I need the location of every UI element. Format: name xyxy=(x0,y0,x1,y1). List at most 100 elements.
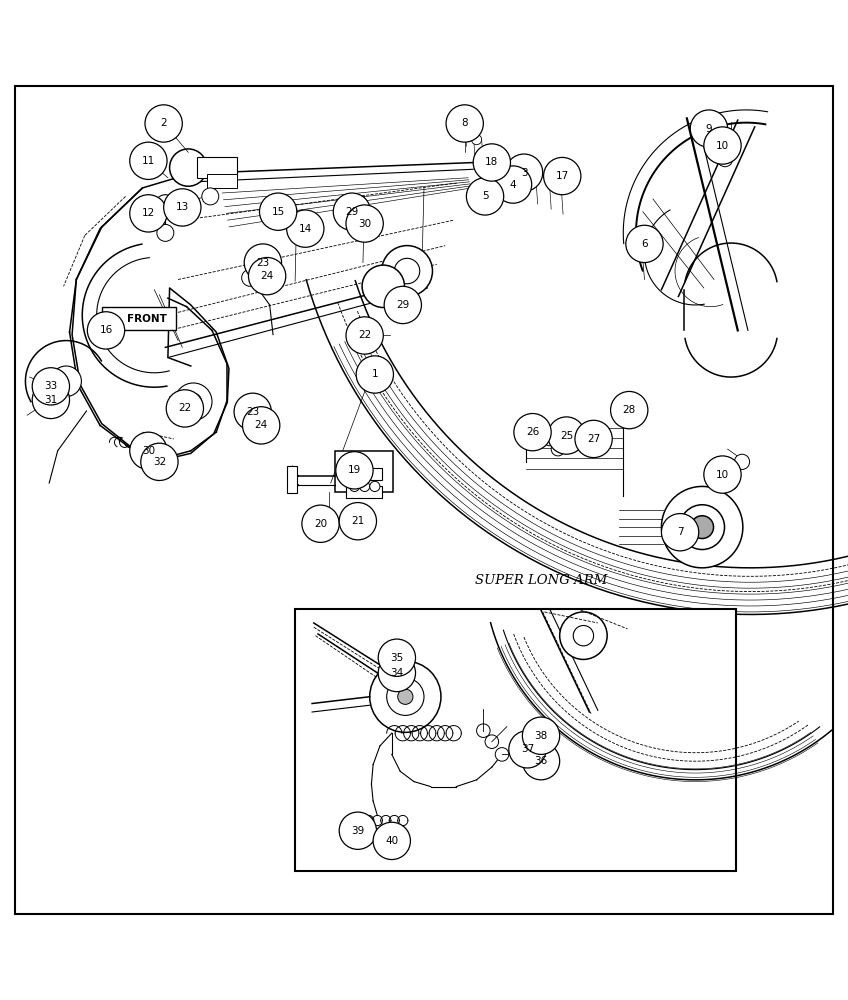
Circle shape xyxy=(485,735,499,748)
Circle shape xyxy=(473,144,510,181)
Circle shape xyxy=(358,826,371,840)
Circle shape xyxy=(243,407,280,444)
Text: 31: 31 xyxy=(44,395,58,405)
Circle shape xyxy=(360,481,370,492)
Circle shape xyxy=(248,257,286,295)
Circle shape xyxy=(691,516,713,539)
Circle shape xyxy=(460,126,470,136)
Circle shape xyxy=(690,110,728,147)
Circle shape xyxy=(543,432,556,446)
Circle shape xyxy=(155,195,176,215)
Text: 9: 9 xyxy=(706,124,712,134)
Text: 19: 19 xyxy=(348,465,361,475)
Circle shape xyxy=(234,393,271,430)
Circle shape xyxy=(514,414,551,451)
Text: 7: 7 xyxy=(677,527,683,537)
Text: 4: 4 xyxy=(510,180,516,190)
Text: 24: 24 xyxy=(260,271,274,281)
Text: 20: 20 xyxy=(314,519,327,529)
Circle shape xyxy=(170,149,207,186)
Text: 34: 34 xyxy=(390,668,404,678)
Circle shape xyxy=(509,731,546,768)
Text: 27: 27 xyxy=(587,434,600,444)
Text: 10: 10 xyxy=(716,141,729,151)
Circle shape xyxy=(544,157,581,195)
Circle shape xyxy=(175,383,212,420)
Circle shape xyxy=(346,317,383,354)
Circle shape xyxy=(202,188,219,205)
Circle shape xyxy=(704,127,741,164)
Text: 22: 22 xyxy=(358,330,371,340)
Bar xyxy=(335,451,393,492)
Circle shape xyxy=(164,189,201,226)
Text: 26: 26 xyxy=(526,427,539,437)
Text: 39: 39 xyxy=(351,826,365,836)
Text: 11: 11 xyxy=(142,156,155,166)
Text: FRONT: FRONT xyxy=(126,314,167,324)
Circle shape xyxy=(259,193,297,230)
Circle shape xyxy=(680,505,724,550)
Bar xyxy=(207,174,237,188)
Circle shape xyxy=(378,639,416,676)
Text: 1: 1 xyxy=(371,369,378,379)
Circle shape xyxy=(32,368,70,405)
Circle shape xyxy=(382,246,432,296)
Text: 30: 30 xyxy=(358,219,371,229)
Text: 21: 21 xyxy=(351,516,365,526)
Circle shape xyxy=(356,356,393,393)
Bar xyxy=(102,307,176,330)
Circle shape xyxy=(185,393,202,410)
Text: 18: 18 xyxy=(485,157,499,167)
Circle shape xyxy=(362,265,404,308)
Circle shape xyxy=(333,193,371,230)
Bar xyxy=(287,466,297,493)
Circle shape xyxy=(661,514,699,551)
Text: 35: 35 xyxy=(390,653,404,663)
Circle shape xyxy=(141,443,178,480)
Text: 6: 6 xyxy=(641,239,648,249)
Circle shape xyxy=(706,135,722,151)
Text: 16: 16 xyxy=(99,325,113,335)
Circle shape xyxy=(611,391,648,429)
Circle shape xyxy=(302,505,339,542)
Bar xyxy=(346,486,382,498)
Circle shape xyxy=(446,105,483,142)
Circle shape xyxy=(130,432,167,469)
Circle shape xyxy=(466,178,504,215)
Circle shape xyxy=(494,166,532,203)
Text: 25: 25 xyxy=(560,431,573,441)
Circle shape xyxy=(242,269,259,286)
Text: 3: 3 xyxy=(521,168,527,178)
Circle shape xyxy=(370,661,441,732)
Circle shape xyxy=(370,481,380,492)
Text: 10: 10 xyxy=(716,470,729,480)
Circle shape xyxy=(145,105,182,142)
Circle shape xyxy=(505,154,543,191)
Text: 8: 8 xyxy=(461,118,468,128)
Circle shape xyxy=(471,135,482,145)
Circle shape xyxy=(244,244,282,281)
Circle shape xyxy=(322,520,336,534)
Circle shape xyxy=(522,743,560,780)
Circle shape xyxy=(378,654,416,692)
Text: 24: 24 xyxy=(254,420,268,430)
Circle shape xyxy=(551,442,565,456)
Text: 33: 33 xyxy=(44,381,58,391)
Circle shape xyxy=(717,151,733,167)
Text: 12: 12 xyxy=(142,208,155,218)
Circle shape xyxy=(349,481,360,492)
Text: 17: 17 xyxy=(555,171,569,181)
Text: 37: 37 xyxy=(521,744,534,754)
Circle shape xyxy=(130,142,167,179)
Circle shape xyxy=(339,503,377,540)
Text: 38: 38 xyxy=(534,731,548,741)
Text: 5: 5 xyxy=(482,191,488,201)
Text: 30: 30 xyxy=(142,446,155,456)
Circle shape xyxy=(704,456,741,493)
Bar xyxy=(197,157,237,178)
Circle shape xyxy=(339,812,377,849)
Circle shape xyxy=(495,748,509,761)
Text: 23: 23 xyxy=(246,407,259,417)
Text: 28: 28 xyxy=(622,405,636,415)
Circle shape xyxy=(87,312,125,349)
